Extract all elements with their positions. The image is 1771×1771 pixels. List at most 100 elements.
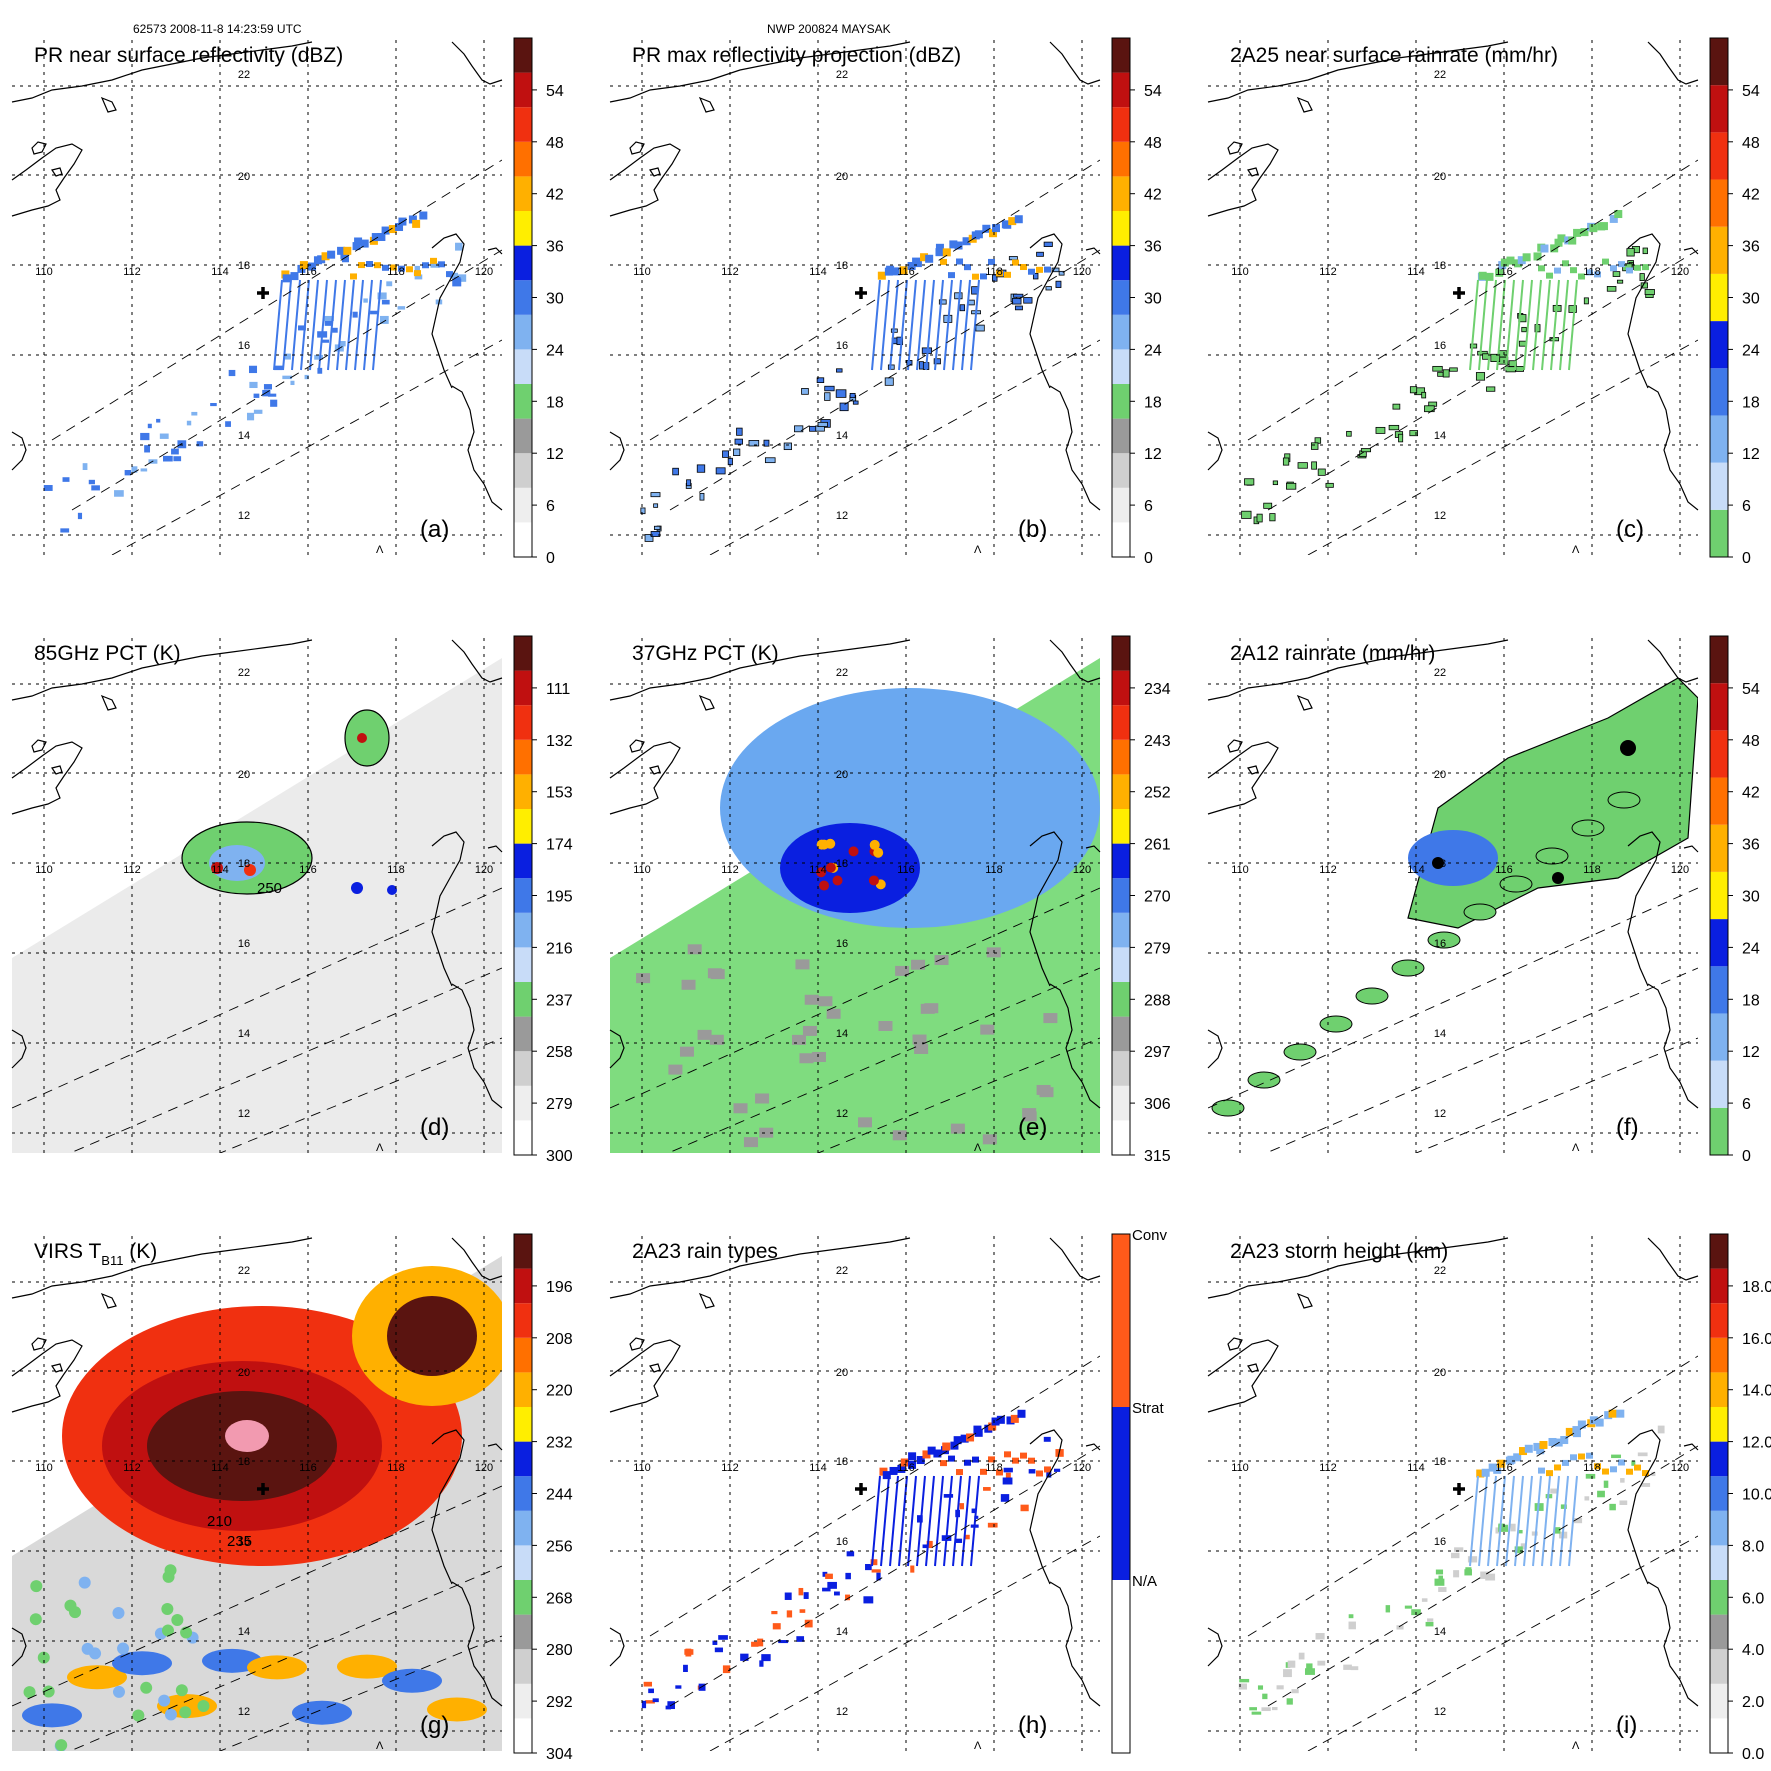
storm-center-cross-icon (1453, 1483, 1465, 1495)
coastline (1296, 694, 1313, 711)
rain-streak (1514, 1475, 1524, 1567)
rain-streak (1532, 1475, 1542, 1567)
lat-tick-label: 16 (1434, 340, 1446, 352)
convective-line (354, 237, 363, 246)
convective-line (438, 261, 445, 268)
colorbar-segment (1710, 636, 1728, 684)
colorbar-segment (1112, 912, 1130, 948)
lat-tick-label: 22 (836, 69, 848, 81)
lon-tick-label: 114 (809, 864, 827, 876)
warm-pixel (950, 1123, 965, 1134)
lon-tick-label: 114 (809, 1462, 827, 1474)
swath-edge (111, 339, 502, 555)
echo-pixel (1287, 1660, 1296, 1668)
colorbar-segment (1710, 462, 1728, 510)
warm-pixel (892, 1130, 907, 1141)
echo-pixel (290, 380, 295, 386)
convective-line (1599, 222, 1608, 231)
swath-edge (1208, 887, 1698, 1109)
echo-pixel (1585, 1473, 1596, 1479)
coastline (1247, 1363, 1259, 1373)
echo-pixel (452, 278, 462, 287)
convective-line (290, 272, 299, 281)
echo-pixel (1304, 1668, 1315, 1675)
lon-tick-label: 120 (475, 266, 493, 278)
echo-pixel (91, 485, 100, 491)
echo-pixel (1550, 1488, 1558, 1494)
colorbar-segment (1112, 72, 1130, 108)
convective-line (282, 274, 291, 283)
colorbar-tick-label: 261 (1144, 837, 1171, 854)
echo-pixel (62, 477, 70, 482)
convective-line (953, 1436, 962, 1445)
convective-line (882, 1471, 891, 1480)
convective-line (390, 264, 397, 271)
convective-line (1618, 1459, 1625, 1466)
convective-line (412, 219, 421, 228)
rain-band (112, 1651, 172, 1676)
convective-line (337, 246, 346, 255)
echo-pixel (82, 463, 88, 471)
convective-line (1036, 266, 1043, 273)
lat-tick-label: 14 (1434, 430, 1446, 442)
colorbar-tick-label: 18 (546, 394, 564, 411)
echo-pixel (1409, 386, 1418, 394)
colorbar-tick-label: 42 (1742, 187, 1760, 204)
echo-pixel (370, 310, 378, 315)
echo-pixel (784, 1592, 792, 1600)
convective-line (916, 1456, 925, 1465)
storm-name-label: NWP 200824 MAYSAK (767, 22, 891, 36)
colorbar-segment (1710, 683, 1728, 731)
colorbar-tick-label: 6 (1742, 498, 1751, 515)
echo-pixel (340, 341, 346, 347)
echo-pixel (1000, 1494, 1010, 1502)
warm-pixel (858, 1117, 873, 1128)
data-layer (12, 1256, 502, 1751)
colorbar: 0 6 12 18 24 30 36 42 48 54 (1709, 635, 1760, 1165)
echo-pixel (959, 1503, 965, 1510)
coastline (609, 41, 911, 103)
echo-pixel (449, 272, 459, 279)
echo-pixel (896, 336, 904, 346)
echo-pixel (1005, 1472, 1011, 1480)
lat-tick-label: 20 (836, 171, 848, 183)
coastline (609, 1339, 681, 1413)
colorbar-segment (514, 349, 532, 384)
colorbar-tick-label: 18 (1742, 992, 1760, 1009)
storm-center-cross-icon (855, 1483, 867, 1495)
rain-band (1463, 903, 1497, 921)
lon-tick-label: 118 (1583, 1462, 1601, 1474)
colorbar-tick-label: 216 (546, 940, 573, 957)
echo-pixel (1480, 1571, 1490, 1579)
echo-pixel (304, 374, 309, 380)
colorbar-segment (514, 72, 532, 108)
rain-cell (29, 1613, 42, 1626)
echo-pixel (1012, 297, 1022, 305)
echo-pixel (817, 421, 828, 427)
colorbar-tick-label: 18 (1144, 394, 1162, 411)
lon-tick-label: 112 (1319, 266, 1337, 278)
convective-line (1610, 1466, 1617, 1473)
colorbar-segment (1710, 1303, 1728, 1338)
convective-line (935, 248, 944, 257)
colorbar-tick-label: 0 (1742, 1148, 1751, 1165)
convective-line (989, 229, 998, 238)
echo-pixel (191, 411, 198, 416)
echo-pixel (918, 361, 924, 370)
lon-tick-label: 116 (897, 266, 915, 278)
echo-pixel (1043, 241, 1053, 247)
coastline (11, 639, 313, 701)
lat-tick-label: 22 (836, 1265, 848, 1277)
echo-pixel (922, 1544, 929, 1549)
convective-line (1546, 1470, 1553, 1477)
rain-band (1319, 1015, 1353, 1033)
convective-line (982, 224, 991, 233)
panel-label: (h) (1018, 1712, 1047, 1739)
echo-pixel (740, 1653, 749, 1661)
convective-line (1589, 1416, 1598, 1425)
colorbar-tick-label: 24 (1742, 940, 1760, 957)
echo-pixel (430, 262, 440, 268)
convective-line (1562, 1459, 1569, 1466)
warm-pixel (911, 959, 926, 970)
direction-mark: Λ (1572, 1740, 1580, 1752)
